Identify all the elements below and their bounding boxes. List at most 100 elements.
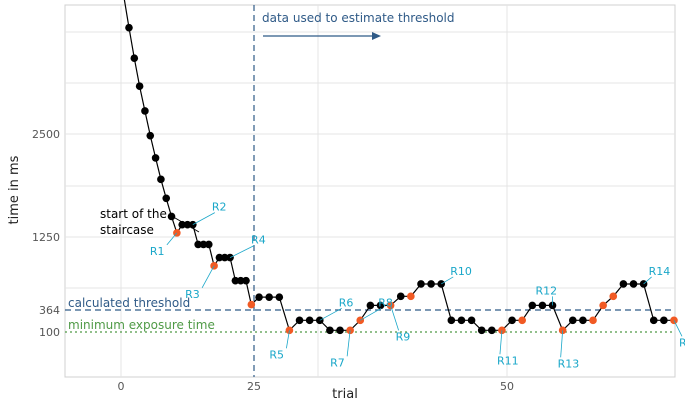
trial-point-41: [417, 280, 425, 288]
x-tick-1: 25: [247, 380, 261, 393]
trial-point-6: [151, 154, 160, 162]
reversal-point-40: [407, 292, 415, 301]
trial-point-42: [427, 280, 435, 288]
trial-point-21: [231, 276, 240, 285]
reversal-label-12: R13: [558, 357, 580, 370]
reversal-point-51: [518, 316, 526, 325]
trial-point-47: [477, 326, 486, 335]
x-tick-2: 50: [500, 380, 514, 393]
reversal-label-11: R12: [536, 284, 558, 297]
trial-point-57: [579, 316, 587, 325]
reversal-label-0: R1: [150, 245, 165, 258]
reversal-point-59: [599, 301, 607, 310]
reversal-leader-0: [166, 232, 178, 246]
reversal-leader-14: [673, 320, 683, 337]
trial-point-65: [660, 316, 668, 325]
trial-point-54: [548, 301, 557, 310]
trial-point-8: [162, 194, 171, 203]
reversal-leader-9: [441, 276, 454, 285]
threshold-window-arrow-head: [372, 32, 381, 40]
trial-point-61: [619, 280, 628, 288]
reversal-labels: R1 R2 R3 R4 R5 R6 R7 R8 R9 R10 R11 R12 R13 R14 R15: [150, 201, 685, 371]
trial-point-7: [157, 175, 165, 184]
trial-point-64: [649, 316, 658, 325]
reversal-leader-2: [201, 265, 215, 289]
trial-point-36: [366, 301, 375, 310]
threshold-window-marker: [253, 5, 381, 377]
start-annotation: start of the staircase: [100, 207, 167, 237]
axis-ticks: 0 25 50 1250 2500 364 100: [32, 128, 514, 393]
trial-point-18: [215, 253, 224, 262]
reversal-leader-1: [192, 212, 216, 225]
reversal-point-35: [356, 316, 365, 325]
reversal-label-3: R4: [251, 234, 266, 247]
calculated-threshold-label: calculated threshold: [68, 296, 190, 310]
trial-point-4: [141, 107, 149, 115]
reversal-label-8: R9: [396, 330, 411, 343]
reversal-leader-10: [499, 330, 503, 355]
x-tick-0: 0: [118, 380, 125, 393]
reversal-point-60: [609, 292, 618, 301]
trial-point-2: [130, 54, 139, 62]
trial-point-32: [326, 326, 334, 335]
reversal-point-58: [589, 316, 597, 325]
reversal-label-9: R10: [450, 265, 472, 278]
y-axis-label: time in ms: [7, 155, 22, 224]
reversal-label-13: R14: [649, 265, 671, 278]
reversal-label-7: R8: [378, 296, 393, 309]
reversal-leader-8: [390, 305, 400, 331]
threshold-window-label: data used to estimate threshold: [262, 11, 455, 25]
trial-point-37: [376, 301, 385, 310]
trial-point-45: [457, 316, 466, 325]
trial-point-16: [204, 240, 213, 249]
reversal-label-14: R15: [679, 336, 685, 349]
trial-point-33: [336, 326, 344, 335]
trial-point-56: [568, 316, 577, 325]
reversal-label-5: R6: [339, 296, 354, 309]
reversal-label-2: R3: [185, 288, 200, 301]
trial-point-50: [508, 316, 516, 325]
trial-point-30: [305, 316, 314, 325]
trial-point-3: [135, 82, 144, 91]
trial-point-48: [488, 326, 496, 335]
reversal-label-6: R7: [330, 356, 345, 369]
trial-point-22: [236, 276, 245, 285]
trial-point-62: [629, 280, 638, 288]
trial-point-23: [242, 276, 250, 285]
reversal-leader-3: [229, 245, 255, 258]
reversal-leader-4: [286, 330, 290, 349]
reversal-label-4: R5: [269, 348, 284, 361]
y-tick-1: 2500: [32, 128, 60, 141]
reversal-leader-12: [560, 330, 564, 358]
start-annotation-line-2: staircase: [100, 223, 154, 237]
trial-point-25: [255, 293, 263, 301]
reversal-leader-7: [360, 307, 382, 321]
y-tick-0: 1250: [32, 231, 60, 244]
reversal-leader-5: [319, 307, 342, 321]
trial-point-39: [396, 292, 405, 301]
trial-point-52: [528, 301, 537, 310]
trial-point-14: [194, 240, 202, 249]
trial-point-44: [447, 316, 456, 325]
minimum-exposure-label: minimum exposure time: [68, 318, 215, 332]
reference-lines: [65, 309, 675, 333]
reversal-label-10: R11: [497, 354, 519, 367]
trial-point-53: [538, 301, 547, 310]
trial-point-27: [275, 293, 284, 301]
trial-point-46: [467, 316, 476, 325]
horizontal-gridlines: [65, 31, 675, 289]
trial-point-5: [146, 131, 155, 140]
trial-point-19: [220, 253, 229, 262]
reversal-point-24: [247, 300, 256, 309]
reversal-leader-6: [346, 330, 351, 357]
reversal-label-1: R2: [212, 201, 227, 214]
trial-point-1: [125, 23, 133, 32]
vertical-gridlines: [120, 5, 508, 377]
y-tick-2: 364: [39, 304, 60, 317]
reversal-leader-13: [643, 276, 652, 285]
y-tick-3: 100: [39, 326, 60, 339]
trial-point-15: [199, 240, 208, 249]
trial-point-26: [265, 293, 273, 301]
x-axis-label: trial: [332, 387, 358, 402]
